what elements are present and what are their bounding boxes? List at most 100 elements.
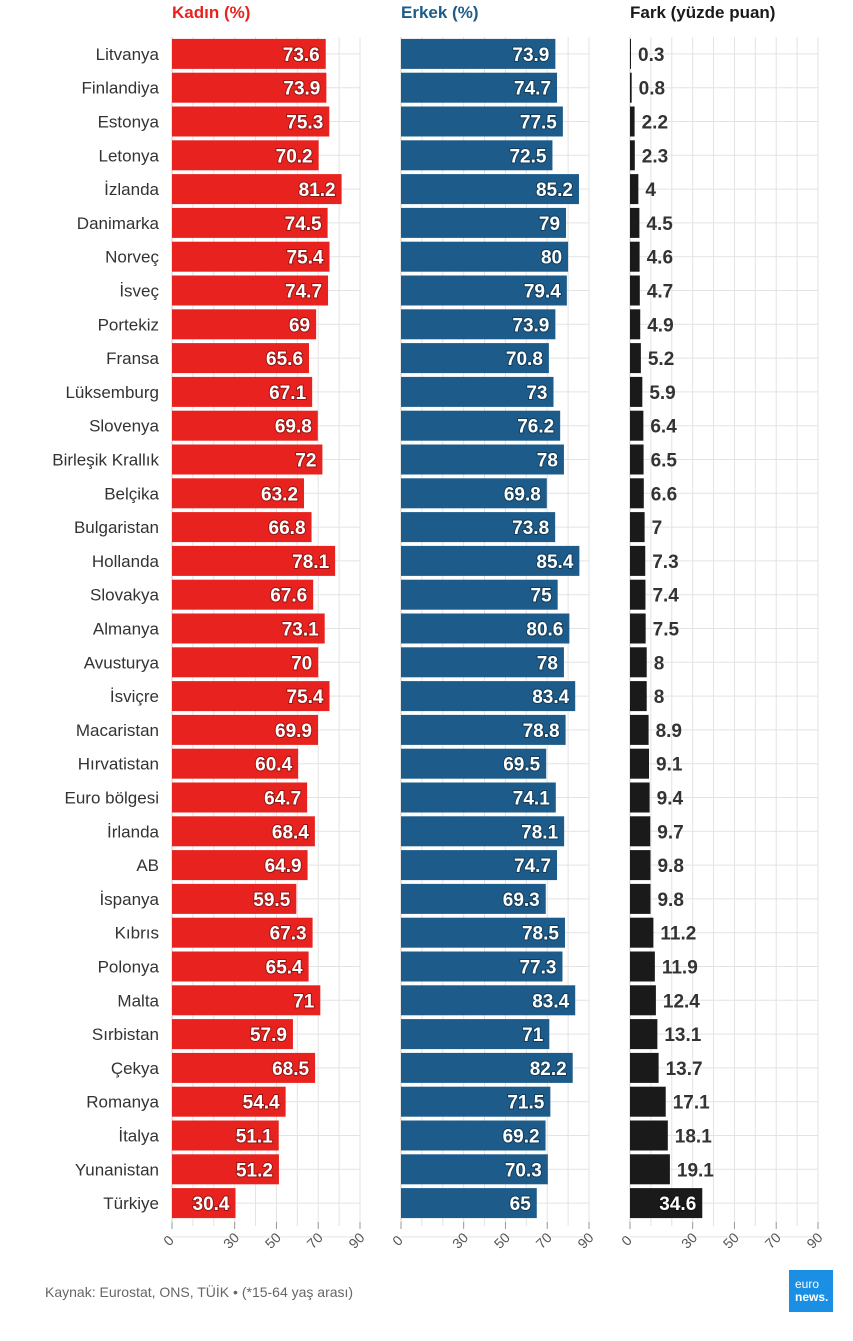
bar <box>172 410 318 441</box>
bar <box>172 1019 293 1050</box>
bar <box>630 545 646 576</box>
bar <box>172 579 314 610</box>
tick-label: 50 <box>491 1229 513 1251</box>
bar-value-label: 78.8 <box>523 721 560 742</box>
country-label: Slovakya <box>90 586 160 605</box>
bar <box>401 816 565 847</box>
bar-value-label: 78.1 <box>521 822 558 843</box>
country-label: Estonya <box>98 113 160 132</box>
bar-value-label: 4.6 <box>647 248 673 269</box>
bar <box>401 174 579 205</box>
bar <box>401 410 561 441</box>
bar <box>172 38 326 69</box>
bar-value-label: 9.1 <box>656 755 683 776</box>
bar-value-label: 74.5 <box>285 214 322 235</box>
bar <box>401 883 546 914</box>
bar-value-label: 4.5 <box>646 214 673 235</box>
bar <box>172 748 299 779</box>
bar <box>630 613 646 644</box>
bar <box>172 681 330 712</box>
bar <box>172 1120 279 1151</box>
bar-value-label: 65.4 <box>266 958 303 979</box>
country-label: Norveç <box>105 248 159 267</box>
bar <box>401 241 569 272</box>
bar-value-label: 70.3 <box>505 1160 542 1181</box>
bar <box>630 512 645 543</box>
bar <box>630 478 644 509</box>
bar-value-label: 64.7 <box>264 789 301 810</box>
country-label: Macaristan <box>76 721 159 740</box>
country-label: İrlanda <box>107 822 160 841</box>
bar <box>630 275 640 306</box>
bar <box>630 444 644 475</box>
bar <box>172 1052 316 1083</box>
bar <box>401 343 549 374</box>
country-label: Danimarka <box>77 214 160 233</box>
country-label: İzlanda <box>104 180 159 199</box>
bar <box>630 309 641 340</box>
bar-value-label: 18.1 <box>675 1127 712 1148</box>
bar-value-label: 13.1 <box>664 1025 701 1046</box>
bar-value-label: 9.4 <box>657 789 684 810</box>
bar <box>630 917 654 948</box>
bar-value-label: 57.9 <box>250 1025 287 1046</box>
bar <box>172 951 309 982</box>
bar <box>630 1019 658 1050</box>
bar-value-label: 71.5 <box>507 1093 544 1114</box>
bar <box>401 681 576 712</box>
bar-value-label: 65.6 <box>266 349 303 370</box>
bar-value-label: 68.4 <box>272 822 309 843</box>
country-label: İspanya <box>99 890 159 909</box>
bar <box>172 106 330 137</box>
bar-value-label: 83.4 <box>532 991 569 1012</box>
country-label: AB <box>136 856 159 875</box>
bar-value-label: 4.9 <box>647 315 673 336</box>
tick-label: 0 <box>618 1232 635 1249</box>
tick-label: 30 <box>220 1229 242 1251</box>
bar <box>172 241 330 272</box>
bar-value-label: 0.3 <box>638 45 664 66</box>
bar <box>630 343 641 374</box>
bar <box>630 579 646 610</box>
tick-label: 30 <box>678 1229 700 1251</box>
bar-value-label: 8 <box>654 687 665 708</box>
bar <box>401 917 565 948</box>
bar <box>630 985 656 1016</box>
bar-value-label: 80.6 <box>526 620 563 641</box>
bar <box>630 883 651 914</box>
bar <box>630 782 650 813</box>
bar-value-label: 4 <box>645 180 656 201</box>
country-label: Letonya <box>99 146 160 165</box>
bar <box>401 444 564 475</box>
bar-value-label: 2.3 <box>642 146 668 167</box>
bar-value-label: 78.5 <box>522 924 559 945</box>
bar-value-label: 65 <box>510 1194 532 1215</box>
panel-title: Erkek (%) <box>401 3 478 22</box>
bar-value-label: 13.7 <box>666 1059 703 1080</box>
tick-label: 90 <box>345 1229 367 1251</box>
bar-value-label: 73.8 <box>512 518 549 539</box>
bar <box>401 309 556 340</box>
country-label: Almanya <box>93 620 160 639</box>
panel-title: Fark (yüzde puan) <box>630 3 775 22</box>
bar-value-label: 11.9 <box>662 958 698 979</box>
bar-value-label: 59.5 <box>253 890 290 911</box>
bar-value-label: 7.4 <box>652 586 679 607</box>
bar <box>172 850 308 881</box>
bar-value-label: 19.1 <box>677 1160 714 1181</box>
bar <box>401 72 558 103</box>
bar-value-label: 51.1 <box>236 1127 273 1148</box>
bar <box>401 478 547 509</box>
bar-value-label: 17.1 <box>673 1093 710 1114</box>
bar-value-label: 72 <box>295 451 316 472</box>
bar <box>172 72 327 103</box>
bar-value-label: 71 <box>293 991 315 1012</box>
country-label: Çekya <box>111 1059 160 1078</box>
bar <box>630 38 631 69</box>
bar <box>630 376 643 407</box>
bar-value-label: 77.3 <box>519 958 556 979</box>
bar-value-label: 69.9 <box>275 721 312 742</box>
bar-value-label: 8.9 <box>656 721 682 742</box>
logo-line-2: news. <box>795 1290 829 1304</box>
country-label: Yunanistan <box>75 1160 159 1179</box>
